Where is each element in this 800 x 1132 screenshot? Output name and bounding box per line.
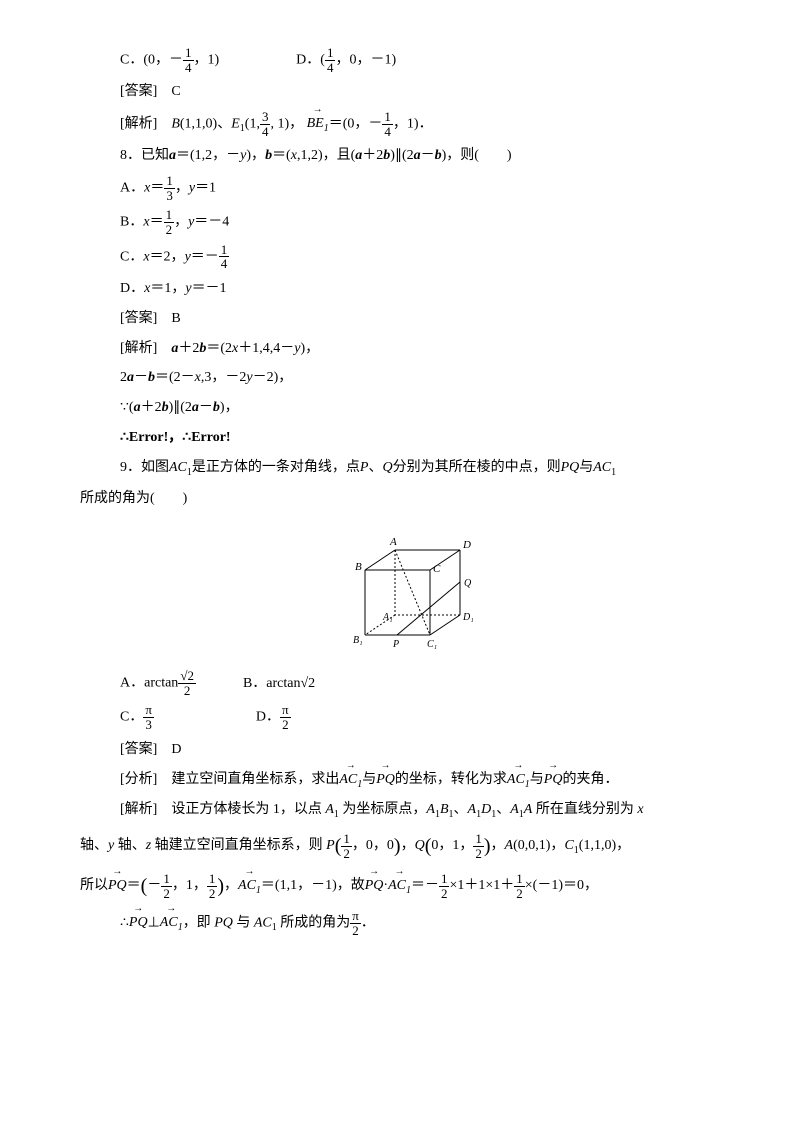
- cube-icon: A D B C A₁ D₁ B₁ C₁ P Q: [335, 520, 485, 650]
- q7-analysis: [解析] B(1,1,0)、E1(1,34, 1)， BE1＝(0，－14，1)…: [120, 110, 740, 138]
- svg-text:C: C: [433, 563, 441, 575]
- svg-text:D: D: [462, 539, 471, 551]
- q7-answer: [答案] C: [120, 80, 740, 104]
- q9-options-cd: C．π3 D．π2: [120, 703, 740, 731]
- q9-answer: [答案] D: [120, 738, 740, 762]
- q9-stem-1: 9．如图AC1是正方体的一条对角线，点P、Q分别为其所在棱的中点，则PQ与AC1: [120, 456, 740, 481]
- q9-figure: A D B C A₁ D₁ B₁ C₁ P Q: [80, 520, 740, 659]
- q8-opt-d: D．x＝1，y＝－1: [120, 277, 740, 301]
- opt-c: C．(0，: [120, 52, 169, 67]
- q8-analysis-2: 2a－b＝(2－x,3，－2y－2)，: [120, 366, 740, 390]
- q8-analysis-3: ∵(a＋2b)∥(2a－b)，: [120, 396, 740, 420]
- q8-opt-b: B．x＝12，y＝－4: [120, 208, 740, 236]
- svg-text:D₁: D₁: [462, 612, 474, 623]
- svg-text:B₁: B₁: [353, 635, 363, 646]
- q9-jiexi-1: [解析] 设正方体棱长为 1，以点 A1 为坐标原点，A1B1、A1D1、A1A…: [120, 798, 740, 823]
- svg-text:B: B: [355, 561, 362, 573]
- svg-text:C₁: C₁: [427, 639, 437, 650]
- q7-options-cd: C．(0，－14，1) D．(14，0，－1): [120, 46, 740, 74]
- q8-stem: 8．已知a＝(1,2，－y)，b＝(x,1,2)，且(a＋2b)∥(2a－b)，…: [120, 144, 740, 168]
- svg-text:P: P: [392, 639, 399, 650]
- q8-opt-a: A．x＝13，y＝1: [120, 174, 740, 202]
- q8-answer: [答案] B: [120, 307, 740, 331]
- vector-be1: BE1: [307, 112, 329, 137]
- q9-jiexi-3: 所以PQ＝(－12，1，12)，AC1＝(1,1，－1)，故PQ·AC1＝－12…: [80, 869, 740, 903]
- q9-fenxi: [分析] 建立空间直角坐标系，求出AC1与PQ的坐标，转化为求AC1与PQ的夹角…: [120, 768, 740, 793]
- q9-options-ab: A．arctan√22 B．arctan√2: [120, 669, 740, 697]
- q9-jiexi-4: ∴PQ⊥AC1，即 PQ 与 AC1 所成的角为π2．: [120, 909, 740, 937]
- opt-d: D．(: [296, 52, 325, 67]
- q9-stem-2: 所成的角为( ): [80, 487, 740, 511]
- svg-text:Q: Q: [464, 578, 472, 589]
- q8-analysis-4: ∴Error!，∴Error!: [120, 426, 740, 450]
- q9-jiexi-2: 轴、y 轴、z 轴建立空间直角坐标系，则 P(12，0，0)，Q(0，1，12)…: [80, 829, 740, 863]
- svg-text:A: A: [389, 536, 397, 548]
- svg-text:A₁: A₁: [382, 612, 393, 623]
- q8-opt-c: C．x＝2，y＝－14: [120, 243, 740, 271]
- q8-analysis-1: [解析] a＋2b＝(2x＋1,4,4－y)，: [120, 337, 740, 361]
